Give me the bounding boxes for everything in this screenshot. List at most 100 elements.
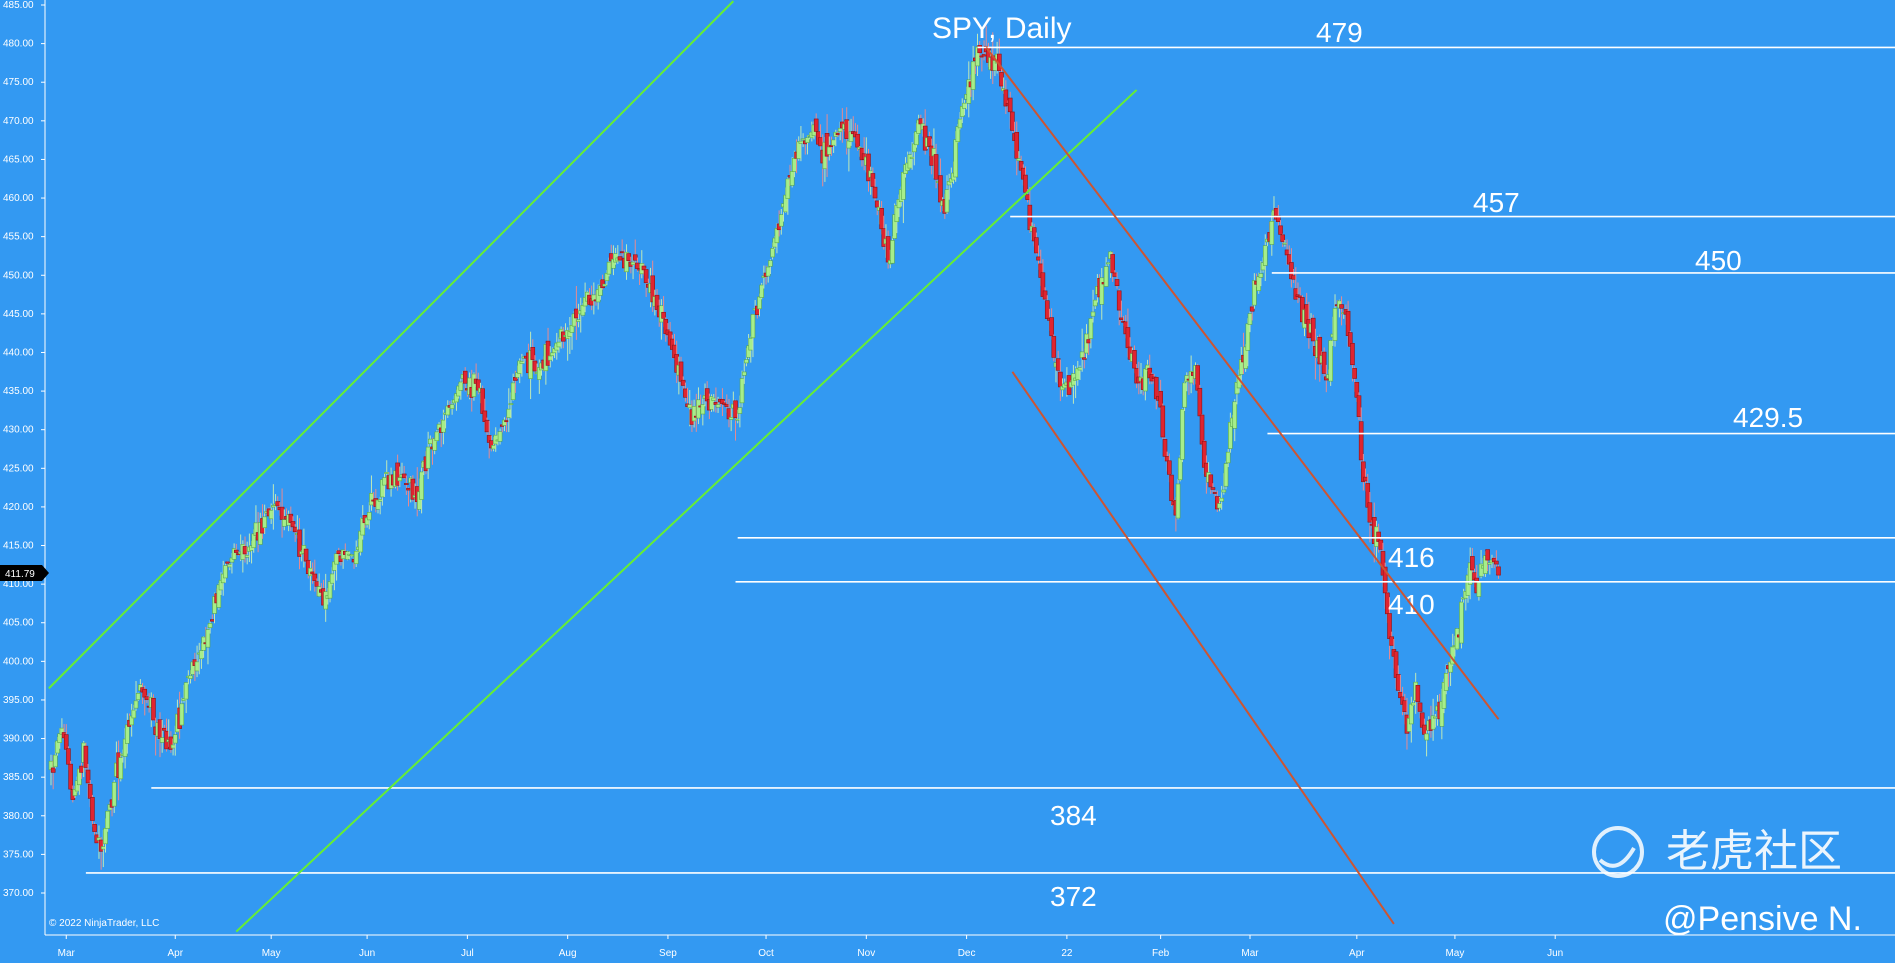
candle-down: [1356, 395, 1362, 417]
candle-down: [290, 521, 296, 528]
candle-up: [765, 266, 771, 277]
candle-up: [1476, 581, 1482, 597]
candle-up: [105, 810, 110, 829]
chart-title: SPY, Daily: [932, 12, 1072, 45]
candle-up: [798, 140, 804, 144]
candle-up: [1332, 308, 1338, 341]
candle-down: [395, 462, 400, 486]
candle-up: [1077, 367, 1083, 371]
candle-up: [353, 550, 359, 565]
candle-down: [1354, 382, 1360, 398]
candle-up: [382, 477, 387, 486]
candle-down: [1014, 132, 1020, 159]
x-tick-label: Apr: [167, 948, 183, 959]
candle-up: [268, 509, 274, 520]
candle-up: [955, 126, 961, 143]
candle-up: [770, 248, 775, 258]
candle-up: [759, 284, 764, 298]
candle-down: [678, 361, 684, 382]
candle-down: [1110, 254, 1115, 274]
candle-down: [885, 236, 891, 263]
copyright-text: © 2022 NinjaTrader, LLC: [49, 918, 159, 929]
candle-up: [1099, 277, 1105, 305]
candle-down: [1199, 414, 1205, 445]
candle-down: [977, 45, 982, 54]
candle-up: [711, 397, 717, 401]
candle-up: [327, 581, 333, 599]
candle-up: [133, 700, 139, 709]
candle-down: [1415, 685, 1421, 703]
watermark: 老虎社区 @Pensive N.: [1592, 826, 1862, 938]
candle-down: [1010, 111, 1015, 131]
candle-up: [1459, 601, 1464, 644]
candle-down: [1212, 492, 1218, 494]
candle-down: [1352, 368, 1357, 379]
level-label-384: 384: [1050, 800, 1097, 831]
candle-down: [504, 420, 509, 423]
candle-up: [837, 127, 843, 133]
y-tick-label: 440.00: [3, 347, 34, 358]
candle-down: [50, 767, 56, 773]
candle-up: [890, 240, 895, 264]
y-tick-label: 430.00: [3, 425, 34, 436]
candle-down: [933, 154, 939, 180]
candle-up: [1090, 311, 1096, 317]
candle-up: [778, 214, 784, 227]
candle-down: [1378, 539, 1384, 550]
y-axis: 485.00 480.00 475.00 470.00 465.00 460.00 455.…: [3, 0, 46, 935]
candle-down: [1158, 390, 1163, 408]
candle-up: [953, 139, 959, 178]
candle-up: [1217, 503, 1222, 509]
candle-down: [844, 119, 850, 139]
candle-up: [111, 782, 117, 807]
candle-down: [1162, 439, 1168, 457]
downtrend-lower-trendline: [1011, 371, 1395, 925]
candle-down: [1023, 174, 1028, 193]
x-tick-label: Apr: [1349, 948, 1365, 959]
candle-up: [909, 156, 915, 159]
candle-down: [1284, 249, 1290, 256]
upper-channel-trendline: [48, 0, 735, 690]
candle-up: [366, 512, 372, 521]
candle-up: [441, 419, 446, 433]
candle-up: [962, 102, 967, 109]
y-tick-label: 475.00: [3, 77, 34, 88]
candle-up: [449, 404, 455, 410]
candle-down: [999, 72, 1004, 87]
candle-down: [310, 571, 315, 575]
candle-down: [1208, 474, 1214, 488]
candle-down: [79, 765, 84, 773]
x-tick-label: Oct: [758, 948, 774, 959]
candle-down: [1321, 351, 1327, 374]
candle-down: [1042, 290, 1048, 300]
candle-up: [425, 446, 431, 469]
candle-up: [602, 283, 608, 287]
candle-up: [135, 693, 141, 701]
y-tick-label: 385.00: [3, 772, 34, 783]
candle-down: [574, 308, 579, 319]
candle-up: [53, 754, 58, 768]
candle-up: [103, 827, 108, 845]
candle-up: [550, 352, 555, 357]
candle-down: [513, 377, 518, 381]
candle-up: [715, 404, 721, 408]
level-label-450: 450: [1695, 245, 1742, 276]
candle-up: [1433, 716, 1438, 719]
y-tick-label: 470.00: [3, 116, 34, 127]
candle-down: [1049, 317, 1054, 337]
y-tick-label: 460.00: [3, 193, 34, 204]
candle-up: [428, 438, 433, 445]
y-tick-label: 435.00: [3, 386, 34, 397]
x-tick-label: Jul: [461, 948, 474, 959]
candle-up: [131, 709, 137, 719]
x-tick-label: Dec: [958, 948, 976, 959]
candle-up: [789, 171, 795, 186]
candle-down: [626, 253, 632, 262]
y-tick-label: 370.00: [3, 888, 34, 899]
candle-up: [508, 403, 514, 406]
candle-up: [497, 431, 503, 442]
candle-up: [1016, 158, 1022, 161]
candle-up: [580, 304, 586, 316]
candle-up: [329, 573, 335, 584]
candle-up: [118, 757, 124, 780]
